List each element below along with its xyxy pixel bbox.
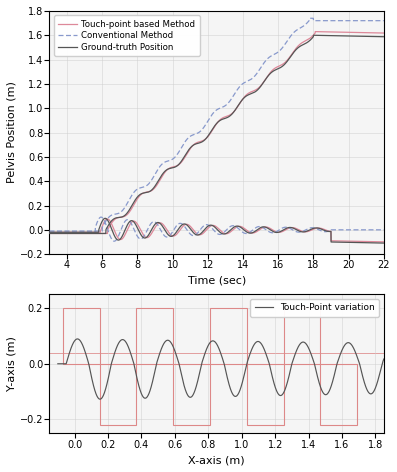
Bar (173, 364, 210, 425)
Touch-point based Method (375, 30, 380, 36)
Touch-point based Method (47, 231, 52, 236)
Y-axis label: Y-axis (m): Y-axis (m) (7, 337, 17, 391)
Conventional Method (382, 18, 386, 24)
Legend: Touch-Point variation: Touch-Point variation (250, 299, 379, 317)
Touch-Point variation (206, 343, 210, 349)
Conventional Method (190, 133, 195, 138)
Bar (320, 364, 357, 425)
Ground-truth Position (85, 231, 90, 236)
Bar (247, 364, 283, 425)
Line: Conventional Method: Conventional Method (50, 18, 384, 231)
Bar (137, 308, 173, 364)
Conventional Method (308, 16, 312, 21)
Y-axis label: Pelvis Position (m): Pelvis Position (m) (7, 82, 17, 184)
Touch-point based Method (313, 29, 318, 34)
Touch-point based Method (85, 231, 90, 236)
Touch-Point variation (312, 362, 317, 368)
X-axis label: X-axis (m): X-axis (m) (188, 455, 245, 465)
Touch-point based Method (105, 231, 110, 236)
Ground-truth Position (47, 231, 52, 236)
Conventional Method (175, 151, 180, 157)
Touch-Point variation (382, 356, 386, 362)
Bar (283, 308, 320, 364)
Touch-Point variation (214, 341, 219, 347)
Bar (100, 364, 137, 425)
Touch-Point variation (75, 336, 80, 342)
Ground-truth Position (375, 34, 380, 40)
Legend: Touch-point based Method, Conventional Method, Ground-truth Position: Touch-point based Method, Conventional M… (54, 15, 200, 56)
Touch-Point variation (98, 396, 102, 402)
Line: Touch-Point variation: Touch-Point variation (58, 339, 384, 399)
Line: Touch-point based Method: Touch-point based Method (50, 32, 384, 234)
Ground-truth Position (190, 143, 195, 149)
Ground-truth Position (175, 162, 180, 168)
Conventional Method (105, 216, 110, 221)
Line: Ground-truth Position: Ground-truth Position (50, 35, 384, 234)
Conventional Method (375, 18, 380, 24)
Touch-point based Method (339, 29, 344, 35)
Ground-truth Position (382, 34, 386, 40)
Touch-Point variation (72, 338, 77, 344)
Touch-Point variation (56, 361, 60, 367)
Conventional Method (85, 228, 90, 234)
Conventional Method (47, 228, 52, 234)
Touch-point based Method (175, 162, 180, 168)
Ground-truth Position (105, 224, 110, 230)
Conventional Method (339, 18, 344, 24)
Ground-truth Position (339, 33, 344, 39)
Ground-truth Position (311, 33, 316, 38)
Bar (63, 308, 100, 364)
X-axis label: Time (sec): Time (sec) (187, 276, 246, 286)
Touch-Point variation (372, 387, 377, 393)
Touch-point based Method (382, 30, 386, 36)
Touch-Point variation (372, 387, 377, 393)
Touch-point based Method (190, 143, 195, 149)
Bar (210, 308, 247, 364)
